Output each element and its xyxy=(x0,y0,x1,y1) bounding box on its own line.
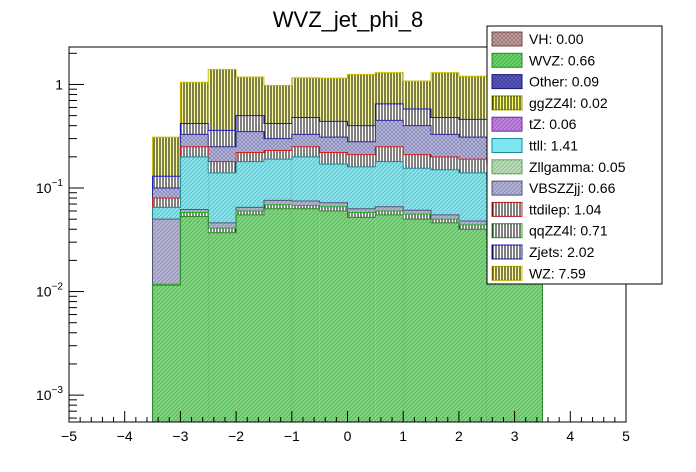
bar-hatch-WVZ-3 xyxy=(236,214,264,422)
stacked-histogram xyxy=(152,68,543,423)
x-tick-label: −3 xyxy=(172,428,188,444)
legend-label: WVZ: 0.66 xyxy=(529,52,595,68)
legend-entry: tZ: 0.06 xyxy=(491,116,577,132)
bar-hatch-WVZ-4 xyxy=(263,208,292,422)
legend-label: ttll: 1.41 xyxy=(529,138,578,154)
x-axis: −5 −4 −3 −2 −1 0 1 2 3 4 5 xyxy=(61,411,630,444)
y-axis: 1 10−1 10−2 10−3 xyxy=(36,52,84,419)
legend-entry: qqZZ4l: 0.71 xyxy=(491,223,608,239)
x-tick-label: 5 xyxy=(622,428,630,444)
legend-swatch-hatch xyxy=(492,266,522,281)
bar-hatch-WVZ-0 xyxy=(152,285,181,422)
legend-entry: VH: 0.00 xyxy=(491,31,584,47)
chart-title: WVZ_jet_phi_8 xyxy=(273,7,423,32)
bar-hatch-WVZ-6 xyxy=(319,210,348,422)
x-tick-label: −4 xyxy=(117,428,133,444)
bar-hatch-WVZ-7 xyxy=(347,217,376,422)
bar-hatch-WVZ-11 xyxy=(458,229,487,422)
legend-entry: VBSZZjj: 0.66 xyxy=(491,180,616,196)
bar-hatch-WVZ-9 xyxy=(403,219,432,422)
legend-entry: ttdilep: 1.04 xyxy=(491,201,602,217)
legend-label: WZ: 7.59 xyxy=(529,265,586,281)
legend-swatch-hatch xyxy=(492,245,522,259)
legend-entry: WZ: 7.59 xyxy=(491,265,586,281)
bar-hatch-WVZ-1 xyxy=(180,216,209,422)
legend-swatch-hatch xyxy=(492,32,522,46)
legend-label: qqZZ4l: 0.71 xyxy=(529,223,608,239)
legend-entry: ttll: 1.41 xyxy=(491,138,578,154)
legend-label: Zjets: 2.02 xyxy=(529,244,595,260)
legend-swatch-hatch xyxy=(492,159,522,174)
legend-label: ttdilep: 1.04 xyxy=(529,201,602,217)
legend-entry: Zllgamma: 0.05 xyxy=(491,159,626,175)
x-tick-label: 1 xyxy=(399,428,407,444)
legend-box xyxy=(486,25,663,285)
legend-swatch-hatch xyxy=(492,202,522,217)
legend-swatch xyxy=(491,138,523,153)
legend-swatch-hatch xyxy=(492,223,522,238)
bar-hatch-WVZ-8 xyxy=(375,214,404,422)
x-tick-label: −2 xyxy=(228,428,244,444)
bar-hatch-WVZ-13 xyxy=(514,276,543,422)
x-tick-label: 0 xyxy=(344,428,352,444)
legend-swatch-hatch xyxy=(492,181,522,196)
legend-label: VBSZZjj: 0.66 xyxy=(529,180,616,196)
x-tick-label: 4 xyxy=(566,428,574,444)
outline-Zjets xyxy=(152,103,543,422)
legend-entry: ggZZ4l: 0.02 xyxy=(491,95,608,111)
legend-label: tZ: 0.06 xyxy=(529,116,577,132)
legend-label: VH: 0.00 xyxy=(529,31,584,47)
x-tick-label: −5 xyxy=(61,428,77,444)
legend-swatch-hatch xyxy=(492,53,522,68)
legend-label: Other: 0.09 xyxy=(529,74,599,90)
x-tick-label: −1 xyxy=(284,428,300,444)
legend-swatch-hatch xyxy=(492,74,522,89)
legend-label: Zllgamma: 0.05 xyxy=(529,159,626,175)
x-tick-label: 2 xyxy=(455,428,463,444)
legend-entry: Other: 0.09 xyxy=(491,74,599,90)
y-tick-label: 10−3 xyxy=(36,385,63,403)
x-tick-label: 3 xyxy=(511,428,519,444)
bar-hatch-WVZ-2 xyxy=(208,232,237,422)
y-tick-label: 10−2 xyxy=(36,282,63,300)
y-tick-label: 1 xyxy=(55,76,63,92)
legend-swatch-hatch xyxy=(492,95,522,110)
bar-hatch-WVZ-10 xyxy=(431,222,459,422)
legend-entry: WVZ: 0.66 xyxy=(491,52,595,68)
legend-swatch-hatch xyxy=(492,117,522,132)
legend: VH: 0.00 WVZ: 0.66 Other: 0.09 ggZZ4l: 0.02… xyxy=(486,25,663,285)
bar-hatch-WVZ-5 xyxy=(291,208,320,422)
legend-entry: Zjets: 2.02 xyxy=(491,244,595,260)
y-tick-label: 10−1 xyxy=(36,178,63,196)
legend-label: ggZZ4l: 0.02 xyxy=(529,95,608,111)
series-WVZ xyxy=(152,208,543,422)
